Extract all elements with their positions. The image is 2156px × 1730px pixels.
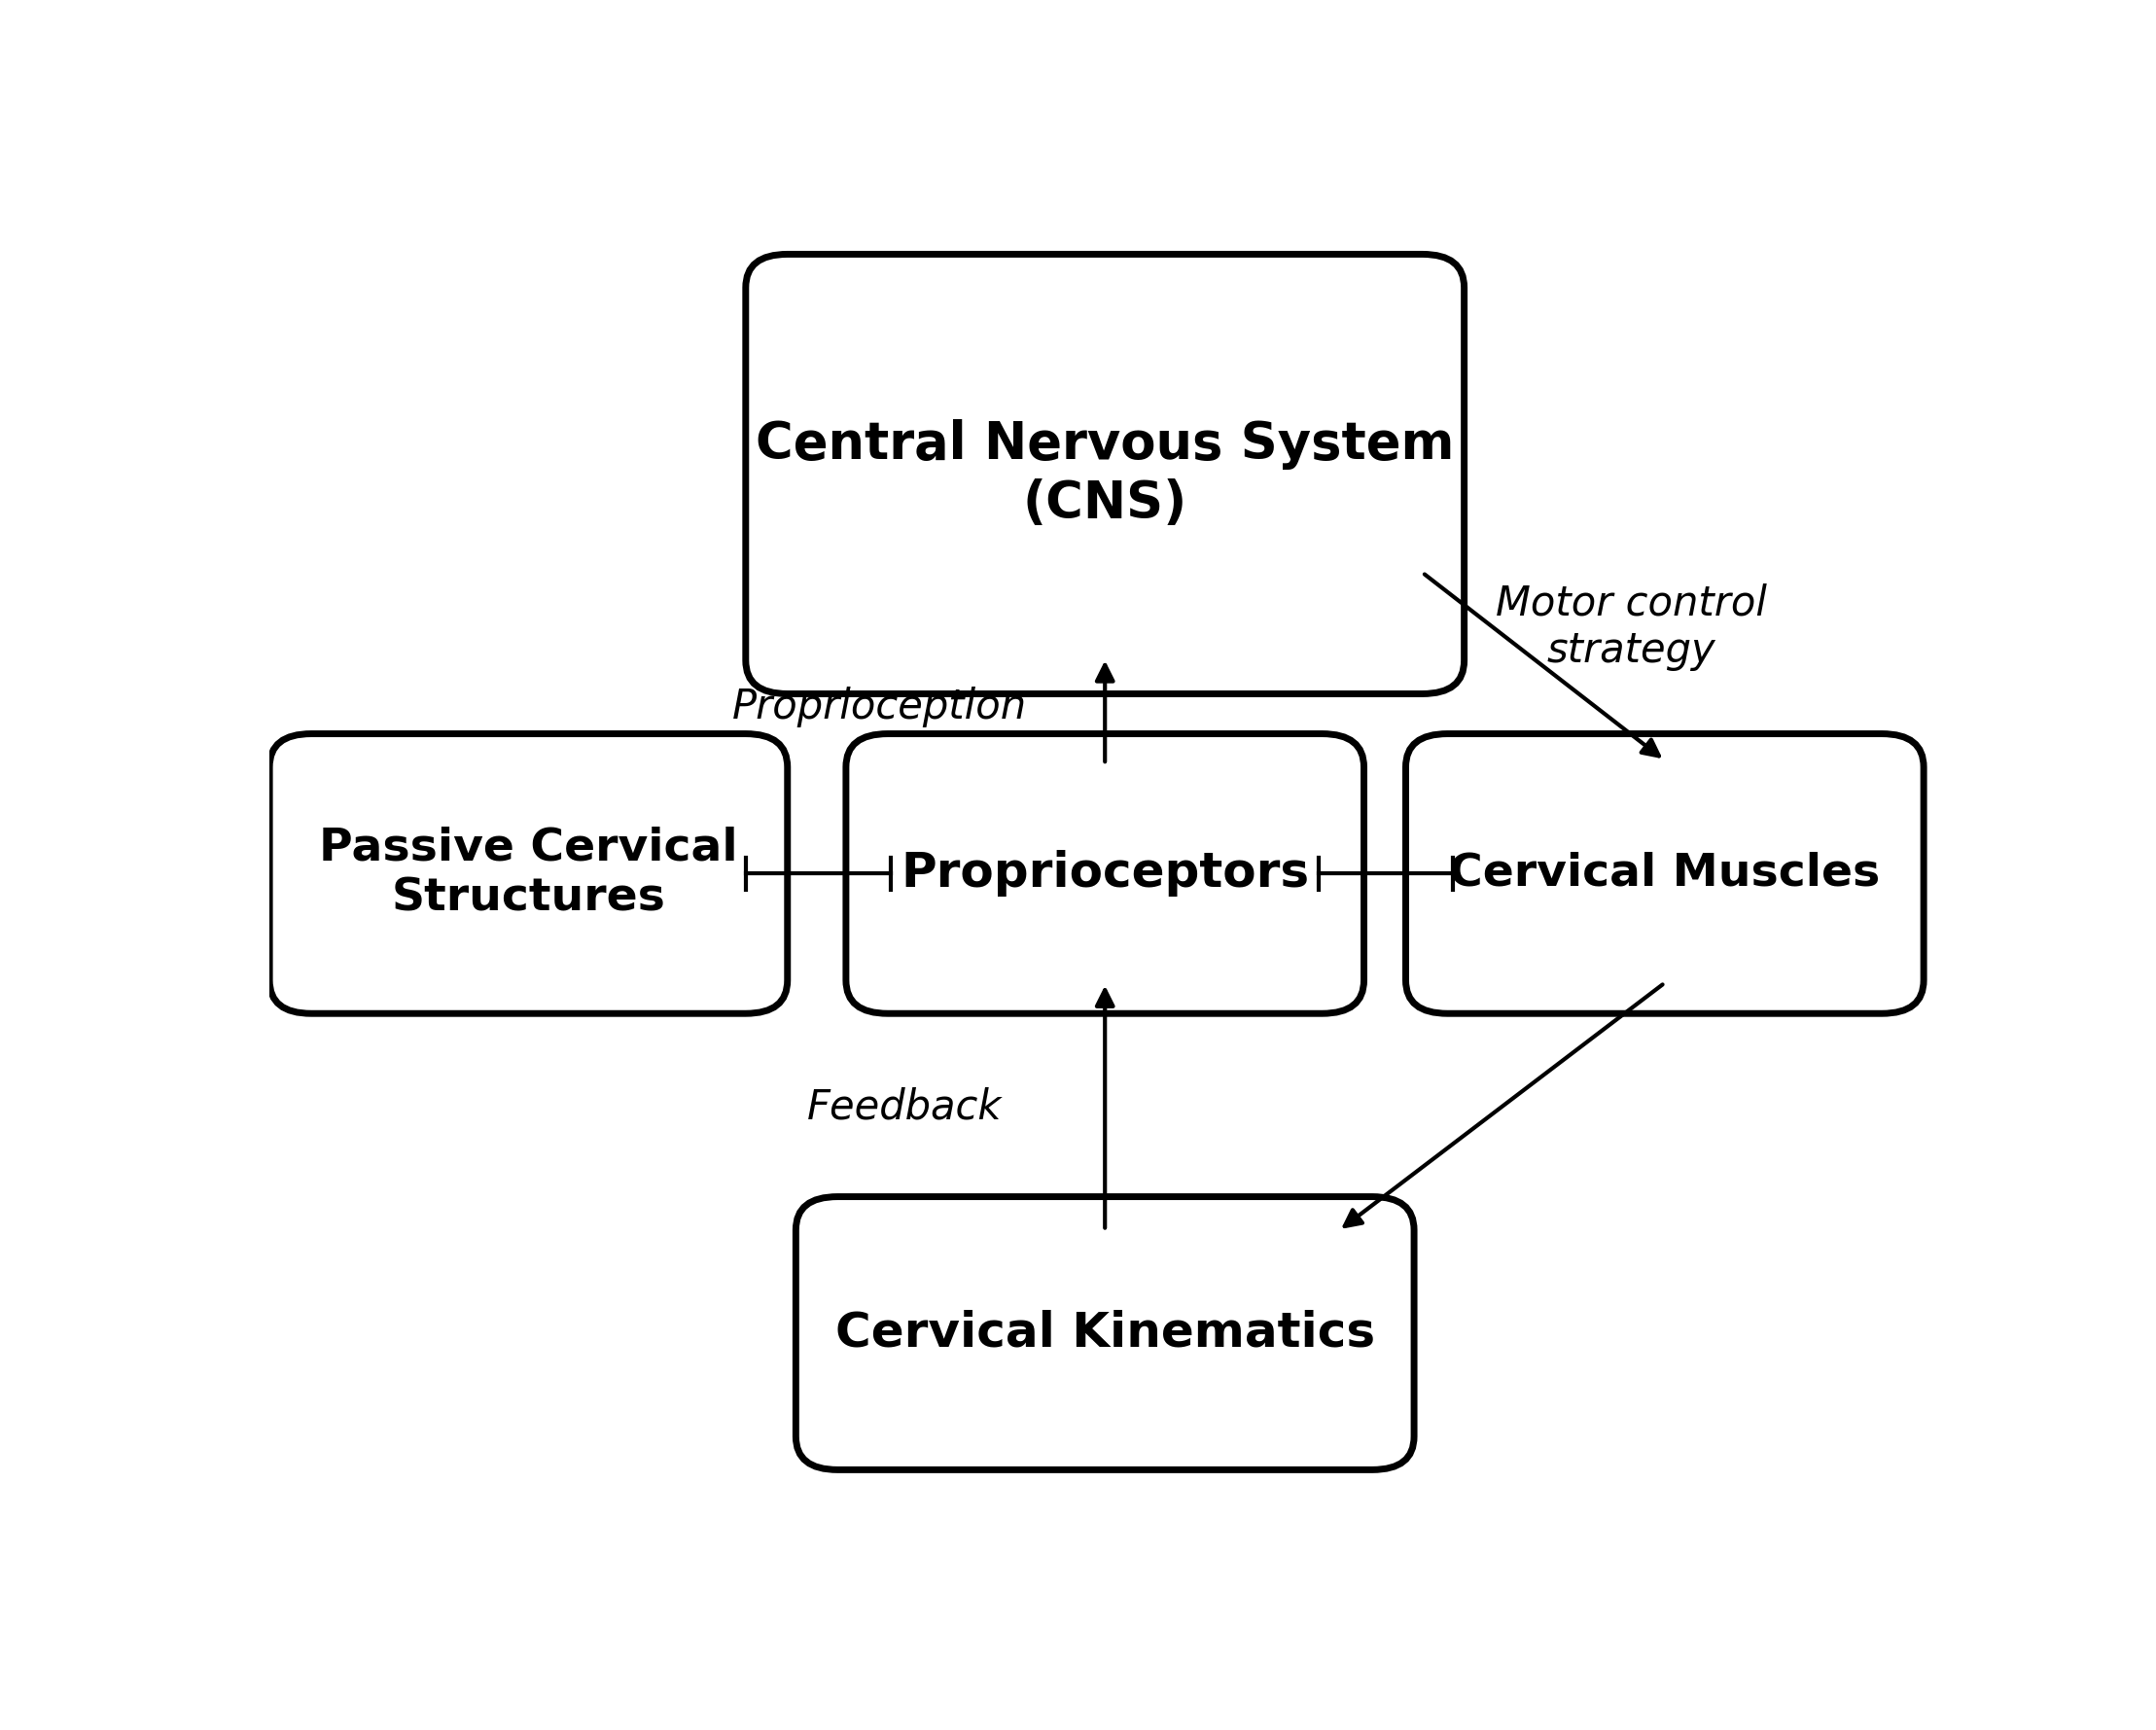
Text: Proprioception: Proprioception (733, 687, 1026, 728)
Text: Motor control
strategy: Motor control strategy (1496, 583, 1768, 671)
Text: Feedback: Feedback (806, 1086, 1003, 1128)
FancyBboxPatch shape (1406, 734, 1923, 1014)
Text: Cervical Muscles: Cervical Muscles (1449, 851, 1880, 896)
Text: Proprioceptors: Proprioceptors (901, 851, 1309, 896)
FancyBboxPatch shape (845, 734, 1365, 1014)
FancyBboxPatch shape (270, 734, 787, 1014)
Text: Central Nervous System
(CNS): Central Nervous System (CNS) (755, 419, 1455, 529)
Text: Cervical Kinematics: Cervical Kinematics (834, 1310, 1376, 1356)
Text: Passive Cervical
Structures: Passive Cervical Structures (319, 827, 737, 920)
FancyBboxPatch shape (746, 254, 1464, 694)
FancyBboxPatch shape (796, 1197, 1414, 1471)
